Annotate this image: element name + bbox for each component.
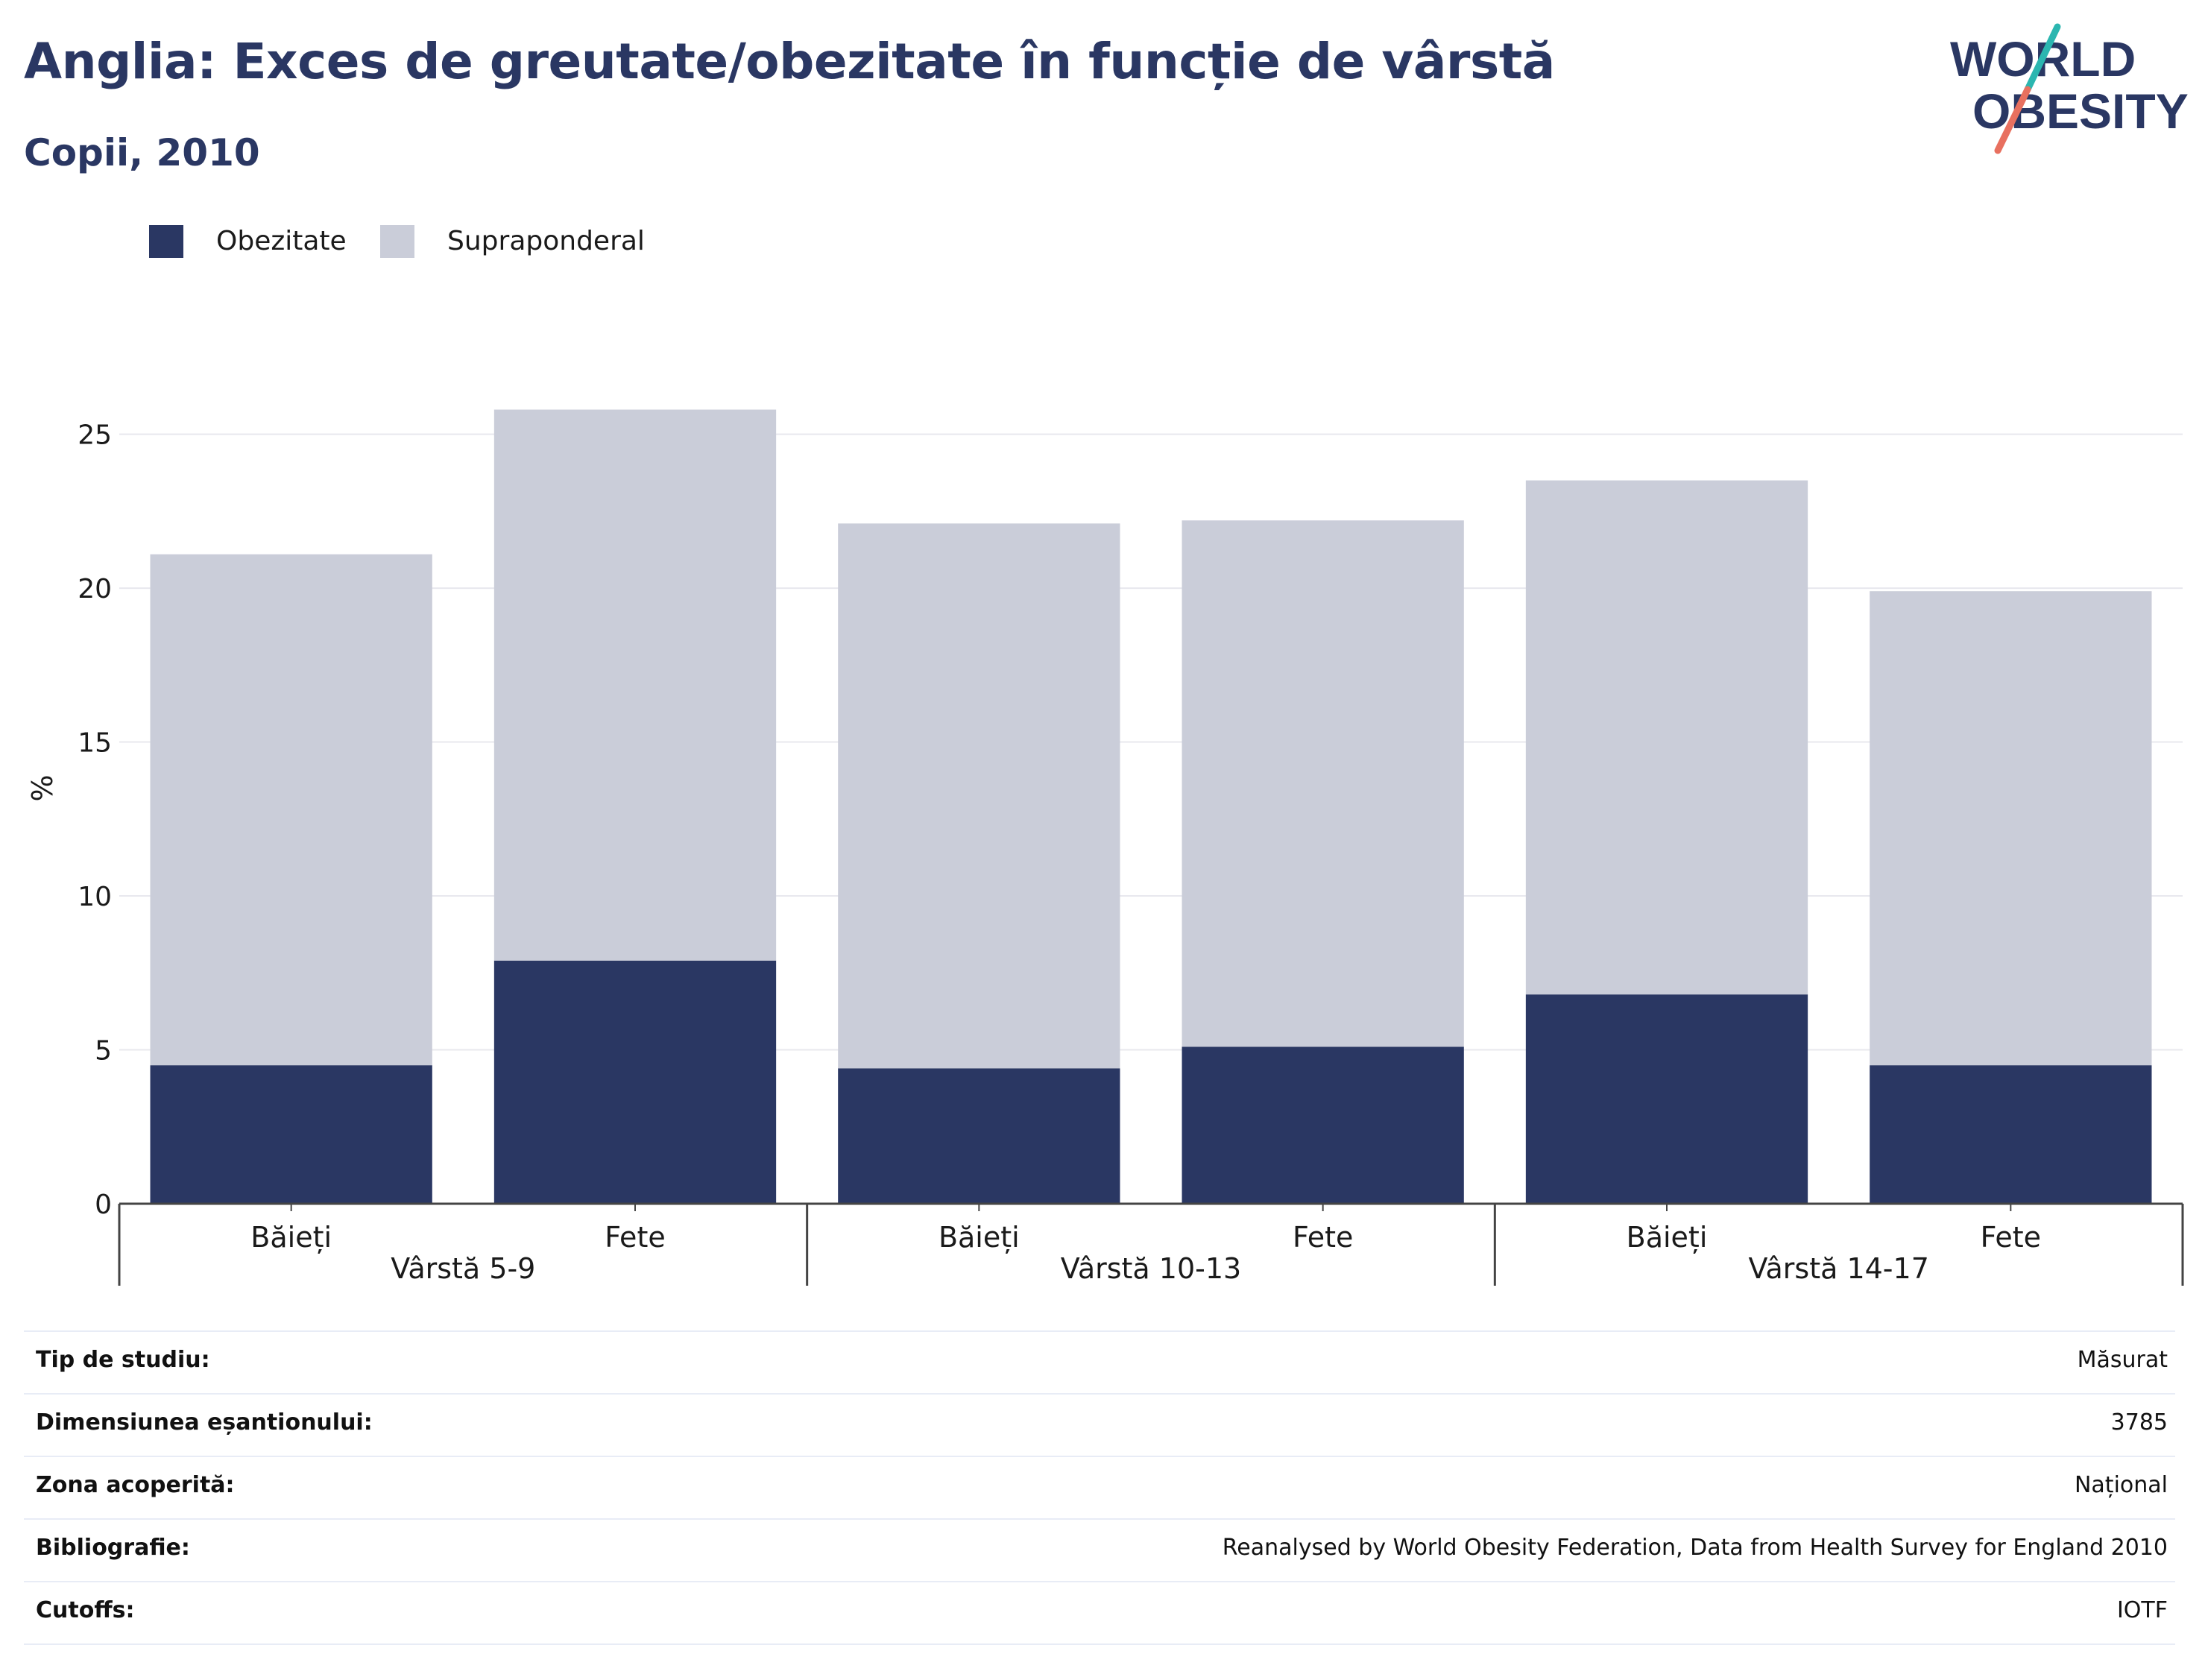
bar-supraponderal-1[interactable] — [493, 409, 777, 961]
info-key: Dimensiunea eșantionului: — [36, 1409, 373, 1436]
x-tick-label: Fete — [605, 1221, 665, 1254]
y-tick-label: 10 — [78, 882, 112, 912]
info-key: Tip de studiu: — [36, 1347, 210, 1373]
legend-swatch-obezitate — [149, 225, 183, 258]
bar-obezitate-4[interactable] — [1525, 994, 1808, 1204]
y-tick-label: 20 — [78, 574, 112, 604]
y-axis-label: % — [26, 774, 59, 801]
chart-title: Anglia: Exces de greutate/obezitate în f… — [24, 33, 1555, 90]
bar-supraponderal-0[interactable] — [150, 554, 432, 1066]
info-value: 3785 — [2110, 1409, 2168, 1436]
bar-supraponderal-5[interactable] — [1870, 591, 2152, 1066]
bar-obezitate-2[interactable] — [838, 1068, 1120, 1204]
bar-obezitate-1[interactable] — [493, 960, 777, 1204]
info-value: Național — [2074, 1472, 2168, 1498]
info-key: Cutoffs: — [36, 1597, 135, 1623]
x-tick-label: Băieți — [1627, 1221, 1708, 1254]
x-tick-label: Băieți — [939, 1221, 1020, 1254]
x-tick-label: Băieți — [250, 1221, 332, 1254]
legend-swatch-supraponderal — [380, 225, 414, 258]
x-tick-label: Fete — [1981, 1221, 2041, 1254]
bar-obezitate-3[interactable] — [1182, 1046, 1464, 1204]
info-row-sample-size: Dimensiunea eșantionului: 3785 — [24, 1393, 2175, 1456]
group-label: Vârstă 10-13 — [1061, 1252, 1241, 1285]
info-row-cutoffs: Cutoffs: IOTF — [24, 1581, 2175, 1645]
logo-slash-coral — [1994, 86, 2031, 154]
group-label: Vârstă 14-17 — [1748, 1252, 1928, 1285]
y-tick-label: 5 — [95, 1036, 112, 1067]
y-tick-label: 15 — [78, 728, 112, 759]
info-value: IOTF — [2116, 1597, 2168, 1623]
stacked-bar-chart: 0 5 10 15 20 25% Băieți Fete Băieți Fete Băieți Fet… — [26, 409, 2184, 1286]
bar-supraponderal-3[interactable] — [1182, 520, 1464, 1047]
x-tick-label: Fete — [1293, 1221, 1353, 1254]
legend-label-supraponderal: Supraponderal — [447, 226, 645, 256]
y-tick-label: 0 — [95, 1190, 112, 1220]
logo-slash-teal — [2024, 23, 2061, 93]
y-tick-label: 25 — [78, 420, 112, 451]
world-obesity-logo: WORLD OBESITY — [1950, 23, 2189, 154]
info-key: Zona acoperită: — [36, 1472, 235, 1498]
info-key: Bibliografie: — [36, 1535, 190, 1561]
chart-subtitle: Copii, 2010 — [24, 131, 260, 174]
bar-obezitate-0[interactable] — [150, 1065, 432, 1204]
info-row-study-type: Tip de studiu: Măsurat — [24, 1330, 2175, 1393]
bar-supraponderal-2[interactable] — [838, 523, 1120, 1069]
bar-supraponderal-4[interactable] — [1525, 480, 1808, 995]
info-value[interactable]: Reanalysed by World Obesity Federation, … — [1222, 1535, 2168, 1561]
info-row-coverage: Zona acoperită: Național — [24, 1456, 2175, 1518]
group-label: Vârstă 5-9 — [391, 1252, 535, 1285]
legend-label-obezitate: Obezitate — [216, 226, 347, 256]
info-value: Măsurat — [2077, 1347, 2168, 1373]
bar-obezitate-5[interactable] — [1870, 1065, 2152, 1204]
info-table: Tip de studiu: Măsurat Dimensiunea eșant… — [24, 1330, 2175, 1645]
info-row-bibliography: Bibliografie: Reanalysed by World Obesit… — [24, 1518, 2175, 1581]
